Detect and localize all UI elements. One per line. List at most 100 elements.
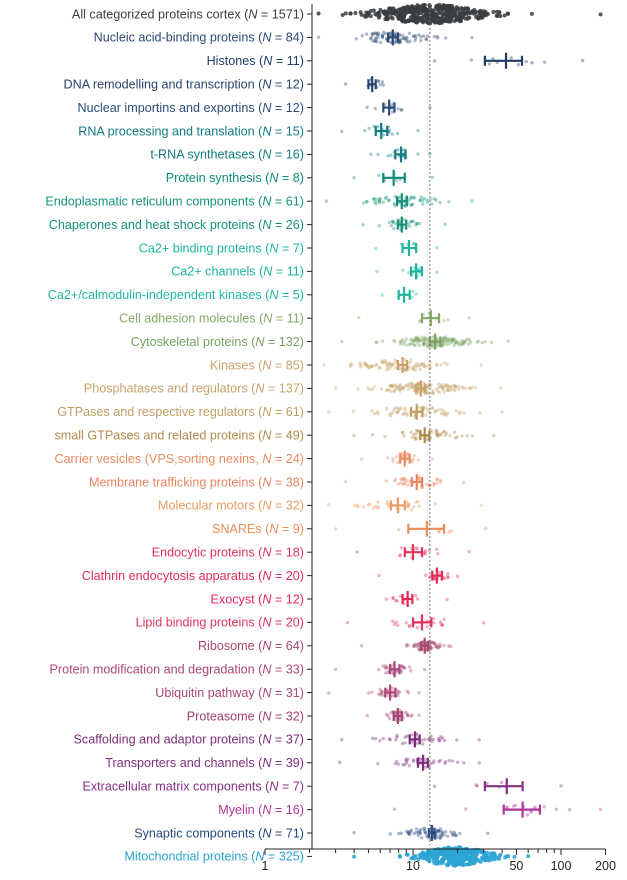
data-point [405,343,410,347]
data-point [420,836,424,840]
data-point [439,735,443,739]
data-point [498,386,503,390]
data-point [444,829,448,834]
data-point [371,31,375,36]
data-point [419,855,424,860]
data-point [472,859,477,864]
data-point [433,642,437,646]
data-point [400,36,405,41]
data-point [462,342,466,346]
data-point [439,852,444,857]
data-point [423,336,427,341]
data-point [377,197,382,202]
data-point [482,852,487,857]
data-point [389,153,393,157]
data-point [376,33,380,37]
data-point [377,199,381,203]
data-point [452,12,457,17]
data-point [401,385,405,390]
data-point [409,219,413,223]
mean-ci-marker [410,474,424,490]
mean-ci-marker [451,848,459,865]
category-label: Cytoskeletal proteins (N = 132) [131,335,304,349]
data-point [435,362,439,366]
data-point [365,32,369,36]
data-point [473,9,478,14]
swarm-33 [432,780,563,789]
data-point [410,713,414,717]
data-point [413,368,417,372]
mean-ci-marker [409,263,424,280]
data-point [542,805,546,809]
data-point [400,477,404,482]
data-point [416,338,420,342]
data-point [431,640,436,645]
data-point [437,644,442,649]
data-point [467,15,472,20]
data-point [412,34,416,38]
data-point [404,757,408,761]
data-point [417,364,421,368]
mean-ci-marker [382,99,396,116]
category-label: Protein modification and degradation (N … [50,663,305,677]
data-point [414,336,419,340]
mean-ci-marker [367,76,377,93]
data-point [410,219,414,224]
swarm-13 [357,311,471,325]
data-point [432,784,437,788]
data-point [411,758,416,762]
data-point [418,830,422,835]
data-point [369,364,373,368]
data-point [443,759,448,764]
data-point [413,437,418,442]
data-point [452,384,456,388]
data-point [417,477,422,482]
data-point [444,431,449,435]
category-label: Extracellular matrix components (N = 7) [82,780,304,794]
data-point [408,360,412,365]
data-point [403,735,408,739]
data-point [443,761,447,766]
data-point [433,644,437,648]
data-point [423,339,428,343]
data-point [431,761,436,765]
data-point [380,35,385,40]
data-point [454,340,458,344]
data-point [440,385,445,389]
data-point [403,406,407,410]
data-point [438,385,443,389]
data-point [407,384,411,388]
data-point [421,202,425,206]
data-point [410,338,414,343]
data-point [426,409,431,414]
data-point [400,338,405,342]
data-point [377,224,381,228]
data-point [389,103,394,107]
data-point [526,854,531,859]
data-point [506,805,510,810]
data-point [421,338,425,342]
data-point [398,195,402,199]
data-point [373,31,378,36]
data-point [390,363,395,367]
data-point [407,366,411,370]
data-point [453,388,457,393]
data-point [377,505,381,509]
data-point [397,383,401,388]
data-point [376,79,381,83]
category-label: Scaffolding and adaptor proteins (N = 37… [74,733,304,747]
mean-ci-marker [389,497,406,514]
data-point [419,195,424,199]
data-point [405,712,410,716]
data-point [457,845,462,850]
data-point [366,503,371,507]
data-point [403,666,407,670]
data-point [497,10,502,15]
data-point [442,390,446,394]
data-point [438,758,442,763]
mean-ci-marker [502,801,541,818]
data-point [352,503,357,508]
data-point [404,852,409,857]
data-point [423,336,427,340]
data-point [524,59,528,64]
